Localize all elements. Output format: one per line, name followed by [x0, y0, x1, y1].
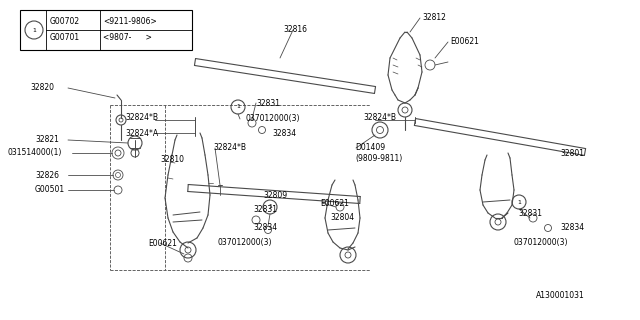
Text: 32816: 32816 [283, 26, 307, 35]
Text: 32824*B: 32824*B [363, 114, 396, 123]
Text: E00621: E00621 [148, 238, 177, 247]
Text: D01409: D01409 [355, 143, 385, 153]
Text: 037012000(3): 037012000(3) [218, 238, 273, 247]
Text: 037012000(3): 037012000(3) [513, 238, 568, 247]
Text: 32810: 32810 [160, 156, 184, 164]
Text: (9809-9811): (9809-9811) [355, 154, 403, 163]
Text: 32831: 32831 [256, 99, 280, 108]
Text: G00501: G00501 [35, 186, 65, 195]
Text: E00621: E00621 [450, 37, 479, 46]
Text: 32820: 32820 [30, 84, 54, 92]
Text: 32824*B: 32824*B [125, 114, 158, 123]
Text: 1: 1 [32, 28, 36, 33]
Text: 32826: 32826 [35, 171, 59, 180]
Text: 32834: 32834 [253, 223, 277, 233]
Text: E00621: E00621 [320, 198, 349, 207]
Text: 32834: 32834 [560, 223, 584, 233]
Text: <9211-9806>: <9211-9806> [103, 18, 157, 27]
Text: 32812: 32812 [422, 13, 446, 22]
Text: 1: 1 [517, 199, 521, 204]
Text: A130001031: A130001031 [536, 292, 585, 300]
Text: 031514000(1): 031514000(1) [8, 148, 62, 157]
Text: 32809: 32809 [263, 190, 287, 199]
Text: 32824*A: 32824*A [125, 129, 158, 138]
Text: 32804: 32804 [330, 213, 354, 222]
Circle shape [25, 21, 43, 39]
Text: 1: 1 [236, 105, 240, 109]
Text: 32834: 32834 [272, 129, 296, 138]
Text: 32821: 32821 [35, 135, 59, 145]
Text: 32831: 32831 [518, 209, 542, 218]
Text: <9807-      >: <9807- > [103, 34, 152, 43]
Circle shape [512, 195, 526, 209]
Text: 32824*B: 32824*B [213, 143, 246, 153]
Text: 037012000(3): 037012000(3) [246, 114, 301, 123]
Text: 1: 1 [268, 204, 272, 210]
Circle shape [263, 200, 277, 214]
Text: G00702: G00702 [50, 18, 80, 27]
Text: G00701: G00701 [50, 34, 80, 43]
Text: 32801: 32801 [560, 148, 584, 157]
Bar [20, 10, 192, 50]
Circle shape [231, 100, 245, 114]
Text: 32831: 32831 [253, 205, 277, 214]
